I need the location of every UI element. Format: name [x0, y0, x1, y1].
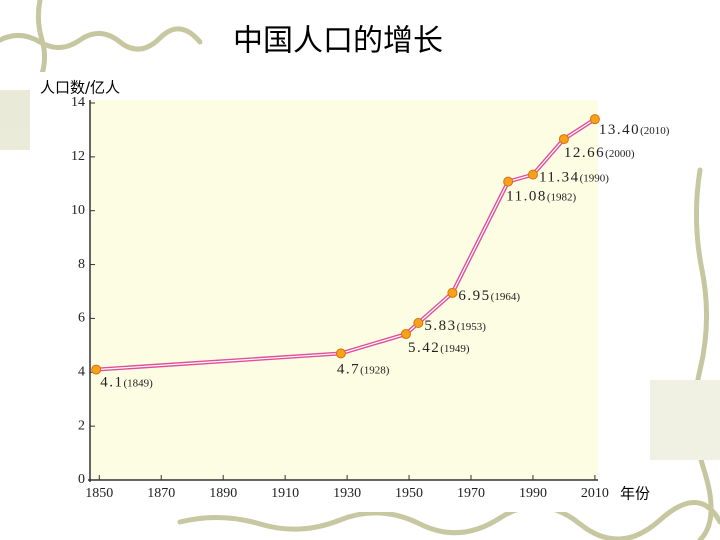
y-tick-label: 2	[78, 418, 85, 433]
value-label: 5.83	[424, 318, 456, 334]
year-label: (1964)	[491, 290, 521, 302]
y-tick-label: 14	[71, 95, 85, 110]
data-label: 13.40(2010)	[599, 123, 670, 139]
value-label: 12.66	[564, 146, 605, 162]
year-label: (1849)	[123, 377, 153, 389]
data-label: 4.1(1849)	[100, 375, 153, 391]
value-label: 11.34	[539, 170, 580, 186]
data-point	[91, 364, 102, 375]
vine	[0, 26, 203, 52]
y-axis-label: 人口数/亿人	[40, 79, 120, 97]
data-point	[503, 176, 514, 187]
value-label: 6.95	[458, 288, 490, 304]
year-label: (1990)	[580, 172, 610, 184]
year-label: (2010)	[640, 125, 670, 137]
x-tick-label: 1850	[85, 486, 113, 501]
vine	[177, 500, 720, 540]
y-tick-label: 10	[71, 203, 85, 218]
y-tick-label: 8	[78, 257, 85, 272]
year-label: (1949)	[440, 343, 470, 355]
data-point	[558, 134, 569, 145]
x-tick-label: 1950	[395, 486, 423, 501]
year-label: (1953)	[457, 321, 487, 333]
year-label: (2000)	[605, 148, 635, 160]
data-point	[400, 329, 411, 340]
data-label: 5.83(1953)	[424, 318, 486, 334]
value-label: 11.08	[506, 189, 547, 205]
texture	[0, 90, 30, 150]
value-label: 13.40	[599, 123, 640, 139]
y-tick-label: 0	[78, 472, 85, 487]
value-label: 4.7	[337, 362, 360, 378]
x-tick-label: 1890	[209, 486, 237, 501]
vine	[35, 0, 48, 83]
x-tick-label: 1910	[271, 486, 299, 501]
x-tick-label: 2010	[581, 486, 609, 501]
data-label: 12.66(2000)	[564, 146, 635, 162]
data-point	[335, 348, 346, 359]
data-point	[589, 114, 600, 125]
data-point	[527, 169, 538, 180]
data-label: 6.95(1964)	[458, 288, 520, 304]
data-label: 4.7(1928)	[337, 362, 390, 378]
x-axis-label: 年份	[620, 485, 650, 503]
y-tick-label: 4	[78, 365, 85, 380]
data-label: 11.34(1990)	[539, 170, 609, 186]
plot-area	[90, 100, 598, 480]
x-tick-label: 1970	[457, 486, 485, 501]
texture	[650, 380, 720, 460]
vine	[692, 167, 714, 540]
value-label: 5.42	[408, 340, 440, 356]
value-label: 4.1	[100, 375, 123, 391]
x-tick-label: 1870	[147, 486, 175, 501]
x-tick-label: 1990	[519, 486, 547, 501]
x-tick-label: 1930	[333, 486, 361, 501]
y-tick-label: 12	[71, 149, 85, 164]
year-label: (1982)	[547, 191, 577, 203]
year-label: (1928)	[360, 364, 390, 376]
data-label: 11.08(1982)	[506, 189, 576, 205]
y-tick-label: 6	[78, 311, 85, 326]
data-label: 5.42(1949)	[408, 340, 470, 356]
data-point	[447, 287, 458, 298]
chart-title: 中国人口的增长	[233, 24, 443, 59]
data-point	[413, 318, 424, 329]
